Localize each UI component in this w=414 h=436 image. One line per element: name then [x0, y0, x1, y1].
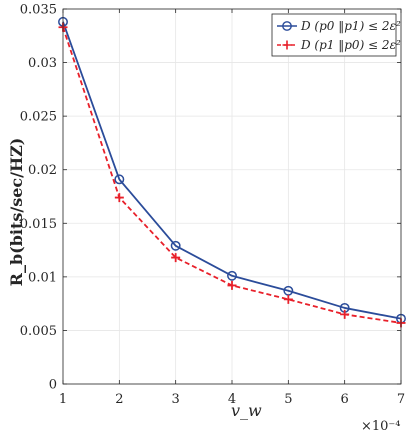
x-tick-label: 2: [115, 392, 123, 407]
legend-marker-series-2: [282, 40, 292, 50]
x-tick-label: 5: [284, 392, 292, 407]
y-tick-label: 0.025: [20, 110, 57, 125]
legend: D (p0 ‖p1) ≤ 2ε² D (p1 ‖p0) ≤ 2ε²: [271, 13, 401, 57]
x-tick-label: 4: [228, 392, 236, 407]
series-2-point: [283, 294, 293, 304]
series-1-point: [227, 270, 237, 281]
legend-box: [271, 13, 397, 57]
series-1-point: [114, 174, 125, 185]
legend-marker-series-1: [282, 21, 292, 31]
series-2-point: [340, 309, 350, 319]
x-tick-label: 7: [397, 392, 405, 407]
legend-label-series-2: D (p1 ‖p0) ≤ 2ε²: [300, 38, 401, 52]
series-1-point: [170, 240, 181, 251]
y-axis-label: R_b(bits/sec/HZ): [7, 138, 26, 287]
x-tick-labels: 1 2 3 4 5 6 7: [59, 392, 405, 407]
x-axis-label: v_w: [231, 401, 262, 420]
tick-marks: [62, 8, 402, 385]
series-line-1: [62, 21, 402, 320]
series-2-point: [114, 193, 124, 203]
x-multiplier-label: ×10⁻⁴: [361, 419, 401, 434]
y-tick-label: 0.035: [20, 3, 57, 18]
y-tick-label: 0.03: [28, 56, 57, 71]
y-tick-label: 0: [49, 378, 57, 393]
series-2-point: [227, 280, 237, 290]
y-tick-labels: 0 0.005 0.01 0.015 0.02 0.025 0.03 0.035: [20, 3, 57, 393]
x-tick-label: 6: [341, 392, 349, 407]
x-tick-label: 3: [172, 392, 180, 407]
legend-label-series-1: D (p0 ‖p1) ≤ 2ε²: [300, 19, 401, 33]
y-tick-label: 0.005: [20, 324, 57, 339]
series-2-point: [171, 253, 181, 263]
y-tick-label: 0.015: [20, 217, 57, 232]
y-tick-label: 0.02: [28, 163, 57, 178]
x-tick-label: 1: [59, 392, 67, 407]
y-tick-label: 0.01: [28, 270, 57, 285]
